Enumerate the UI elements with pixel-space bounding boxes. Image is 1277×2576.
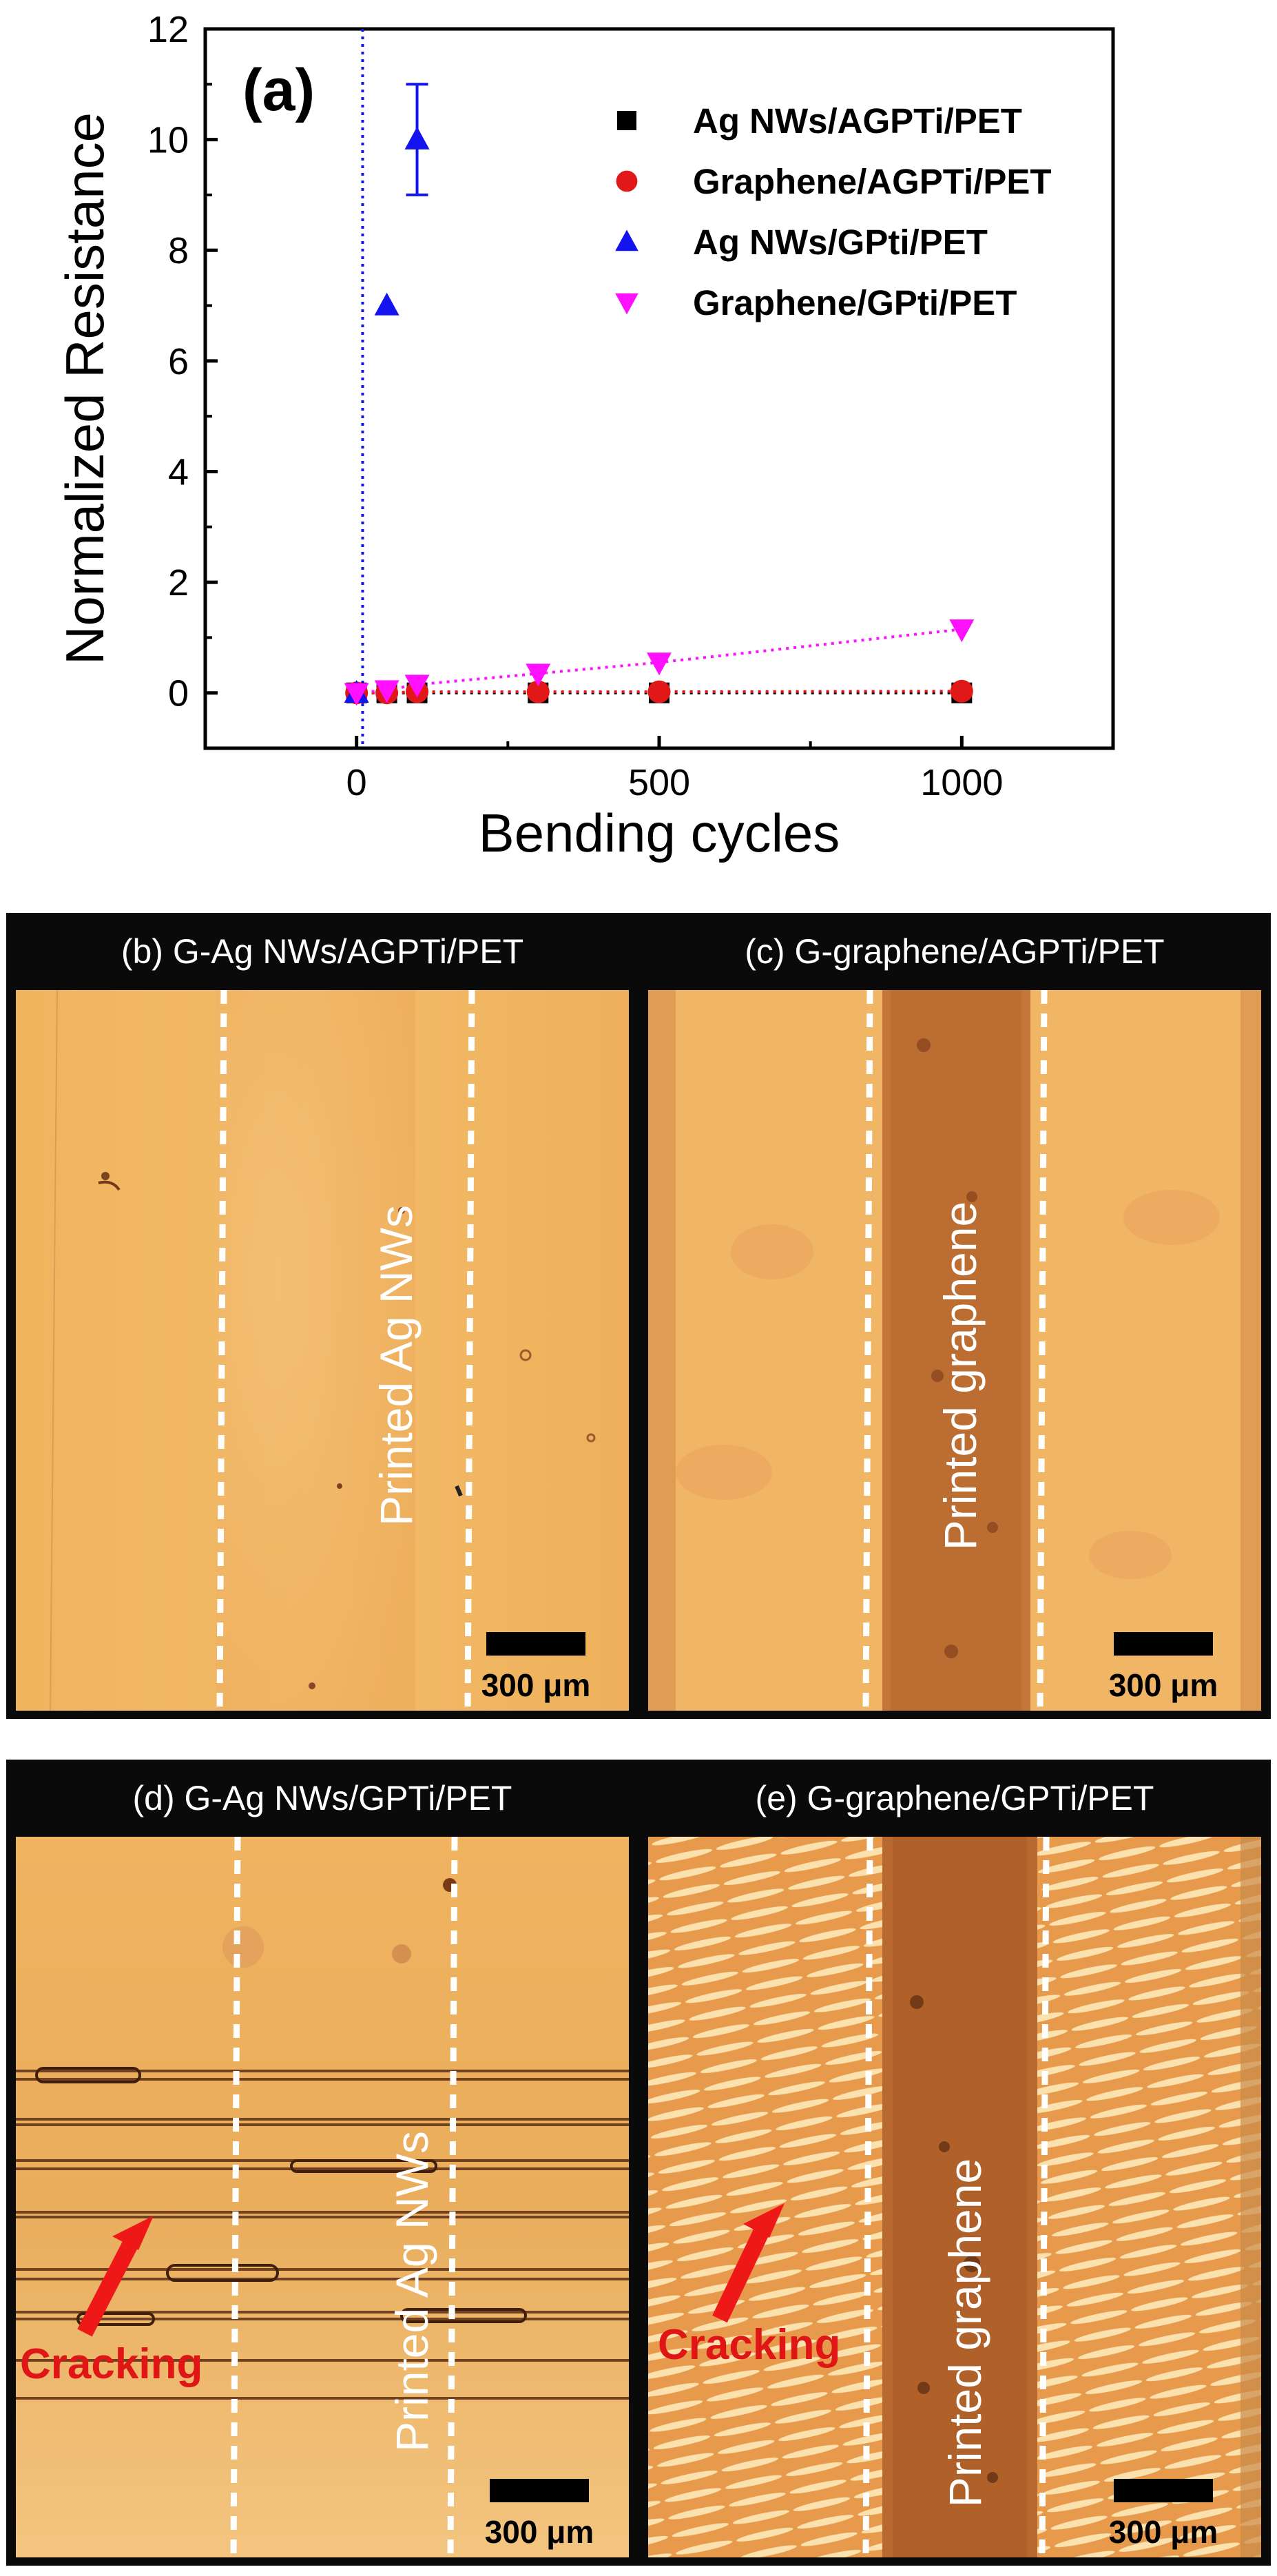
x-tick-label: 0: [346, 762, 367, 803]
scale-label: 300 μm: [1108, 2514, 1218, 2550]
y-tick-label: 0: [168, 673, 189, 714]
printed-label: Printed graphene: [935, 1201, 986, 1551]
y-tick-label: 6: [168, 341, 189, 382]
data-point: [526, 680, 550, 703]
panel-d: (d) G-Ag NWs/GPTi/PET: [6, 1760, 638, 2566]
data-point: [344, 683, 369, 706]
panel-e: (e) G-graphene/GPTi/PET: [638, 1760, 1271, 2566]
y-tick-label: 4: [168, 451, 189, 493]
data-point: [647, 680, 671, 703]
printed-label: Printed Ag NWs: [386, 2131, 437, 2452]
y-tick-label: 12: [147, 9, 189, 50]
micrograph: Cracking Printed Ag NWs 300 μm: [16, 1837, 629, 2557]
panel-label-a: (a): [242, 57, 315, 123]
x-tick-label: 500: [628, 762, 690, 803]
data-point: [526, 663, 551, 687]
legend-label: Graphene/GPti/PET: [693, 283, 1017, 322]
printed-label: Printed graphene: [939, 2158, 990, 2508]
legend-label: Ag NWs/AGPTi/PET: [693, 101, 1022, 141]
y-tick-label: 10: [147, 120, 189, 161]
cracking-label: Cracking: [658, 2321, 841, 2369]
panel-title: (b) G-Ag NWs/AGPTi/PET: [121, 932, 524, 971]
data-point: [404, 126, 430, 150]
y-axis-label: Normalized Resistance: [54, 112, 115, 665]
micrograph: Printed Ag NWs 300 μm: [16, 990, 629, 1711]
legend-label: Graphene/AGPTi/PET: [693, 162, 1052, 201]
crack-arrow: [712, 2203, 785, 2323]
scale-label: 300 μm: [484, 2514, 594, 2550]
micrograph: Printed graphene 300 μm: [648, 990, 1261, 1711]
legend-marker: [617, 111, 636, 130]
crack-arrow: [77, 2216, 154, 2337]
x-tick-label: 1000: [920, 762, 1003, 803]
legend-marker: [615, 229, 638, 251]
y-tick-label: 8: [168, 230, 189, 271]
legend-marker: [615, 293, 638, 315]
scale-bar: [490, 2479, 589, 2502]
micrograph: Cracking Printed graphene 300 μm: [648, 1837, 1261, 2557]
data-point: [949, 619, 975, 643]
data-point: [374, 680, 399, 703]
scale-label: 300 μm: [481, 1667, 591, 1703]
legend-marker: [616, 170, 638, 192]
y-tick-label: 2: [168, 562, 189, 604]
panel-b: (b) G-Ag NWs/AGPTi/PET: [6, 913, 638, 1719]
panel-c: (c) G-graphene/AGPTi/PET Printed graphen…: [638, 913, 1271, 1719]
scale-bar: [1114, 1632, 1213, 1656]
scale-bar: [486, 1632, 585, 1656]
panel-title: (d) G-Ag NWs/GPTi/PET: [132, 1779, 512, 1817]
legend-label: Ag NWs/GPti/PET: [693, 223, 988, 262]
data-point: [404, 674, 430, 698]
data-point: [647, 652, 672, 676]
legend: Ag NWs/AGPTi/PET Graphene/AGPTi/PET Ag NWs…: [615, 101, 1052, 322]
panel-title: (c) G-graphene/AGPTi/PET: [745, 932, 1165, 971]
printed-label: Printed Ag NWs: [371, 1205, 422, 1526]
chart-a: 0 500 1000 0 2 4 6 8 10 12 (a) Bending cycles Nor…: [54, 9, 1115, 863]
data-point: [950, 679, 973, 703]
scale-bar: [1114, 2479, 1213, 2502]
cracking-label: Cracking: [20, 2340, 203, 2388]
panel-title: (e) G-graphene/GPTi/PET: [755, 1779, 1154, 1817]
scale-label: 300 μm: [1108, 1667, 1218, 1703]
data-point: [374, 292, 399, 316]
x-axis-label: Bending cycles: [479, 803, 840, 863]
